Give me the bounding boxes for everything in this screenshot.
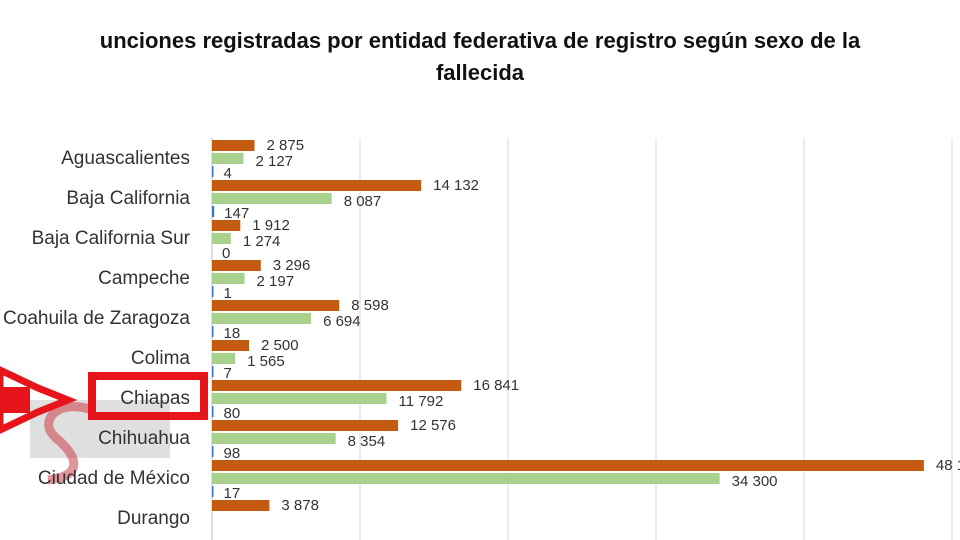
data-label: 48 1 [936,457,960,474]
category-label: Aguascalientes [61,148,190,169]
bar [212,486,214,497]
bar [212,393,387,404]
bar [212,206,215,217]
arrow-tail [0,387,30,413]
data-label: 80 [224,405,241,422]
bar [212,353,236,364]
data-label: 2 500 [261,337,299,354]
data-label: 2 127 [255,153,293,170]
data-label: 6 694 [323,313,361,330]
highlight-box [88,372,208,420]
data-label: 18 [224,325,241,342]
arrow-icon [0,366,78,434]
data-label: 8 354 [348,433,386,450]
category-label: Baja California Sur [32,228,191,249]
data-label: 147 [224,205,249,222]
data-label: 2 875 [267,137,305,154]
data-label: 1 912 [252,217,290,234]
bar [212,286,214,297]
bar [212,180,422,191]
category-label: Durango [117,508,190,529]
data-label: 12 576 [410,417,456,434]
category-label: Ciudad de México [38,468,190,489]
bar [212,166,214,177]
bar [212,273,245,284]
bar [212,380,462,391]
bar [212,233,231,244]
data-label: 34 300 [732,473,778,490]
category-label: Chiapas [120,388,190,409]
bar [212,140,255,151]
data-label: 1 [224,285,232,302]
bar [212,260,261,271]
data-label: 8 598 [351,297,389,314]
data-label: 11 792 [399,393,444,410]
data-label: 17 [224,485,241,502]
bar [212,193,332,204]
bar [212,300,340,311]
data-label: 2 197 [257,273,295,290]
bar [212,366,214,377]
data-label: 14 132 [433,177,479,194]
watermark-logo-s [44,402,94,485]
bar [212,326,214,337]
category-label: Campeche [98,268,190,289]
bar [212,433,336,444]
bar [212,220,241,231]
data-label: 1 565 [247,353,285,370]
bar [212,153,244,164]
data-label: 4 [224,165,232,182]
category-label: Baja California [66,188,190,209]
bar [212,406,214,417]
bar [212,313,312,324]
bar [212,500,270,511]
data-label: 8 087 [344,193,382,210]
data-label: 3 296 [273,257,311,274]
bar [212,446,214,457]
data-label: 7 [224,365,232,382]
category-label: Colima [131,348,191,369]
bar [212,473,720,484]
chart-title-line2: fallecida [435,60,525,85]
data-label: 16 841 [473,377,519,394]
category-label: Chihuahua [98,428,190,449]
bar [212,460,924,471]
data-label: 0 [222,245,230,262]
data-label: 98 [224,445,241,462]
data-label: 1 274 [243,233,281,250]
bar [212,340,249,351]
category-label: Coahuila de Zaragoza [3,308,190,329]
chart-title-line1: unciones registradas por entidad federat… [99,28,861,53]
bar [212,420,399,431]
data-label: 3 878 [281,497,319,514]
